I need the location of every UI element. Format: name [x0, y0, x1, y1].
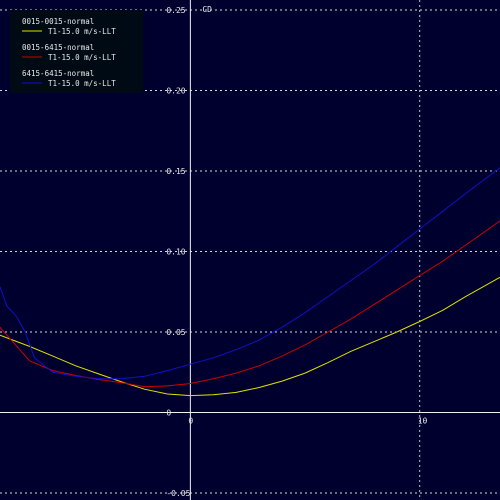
legend-series-name: 0015-6415-normal [22, 43, 94, 52]
y-tick-label: 0.10 [166, 248, 185, 257]
y-tick-label: -0.05 [166, 489, 190, 498]
x-tick-label: 0 [188, 417, 193, 426]
legend-series-subname: T1-15.0 m/s-LLT [48, 53, 116, 62]
label-layer: -0.05 0 0.05 0.10 0.15 0.20 0.25 0 10 CD [166, 5, 427, 498]
y-tick-label: 0.20 [166, 87, 185, 96]
legend-box [10, 10, 143, 93]
series-line [0, 276, 500, 397]
legend-series-subname: T1-15.0 m/s-LLT [48, 27, 116, 36]
y-tick-label: 0.25 [166, 6, 185, 15]
x-tick-label: 10 [418, 417, 428, 426]
legend-series-name: 6415-6415-normal [22, 69, 94, 78]
y-tick-label: 0 [166, 409, 171, 418]
y-tick-label: 0.05 [166, 328, 185, 337]
y-tick-label: 0.15 [166, 167, 185, 176]
y-axis-title: CD [202, 5, 212, 14]
legend-series-subname: T1-15.0 m/s-LLT [48, 79, 116, 88]
series-line [0, 220, 500, 388]
series-line [0, 167, 500, 380]
legend-series-name: 0015-0015-normal [22, 17, 94, 26]
series-layer [0, 167, 500, 397]
